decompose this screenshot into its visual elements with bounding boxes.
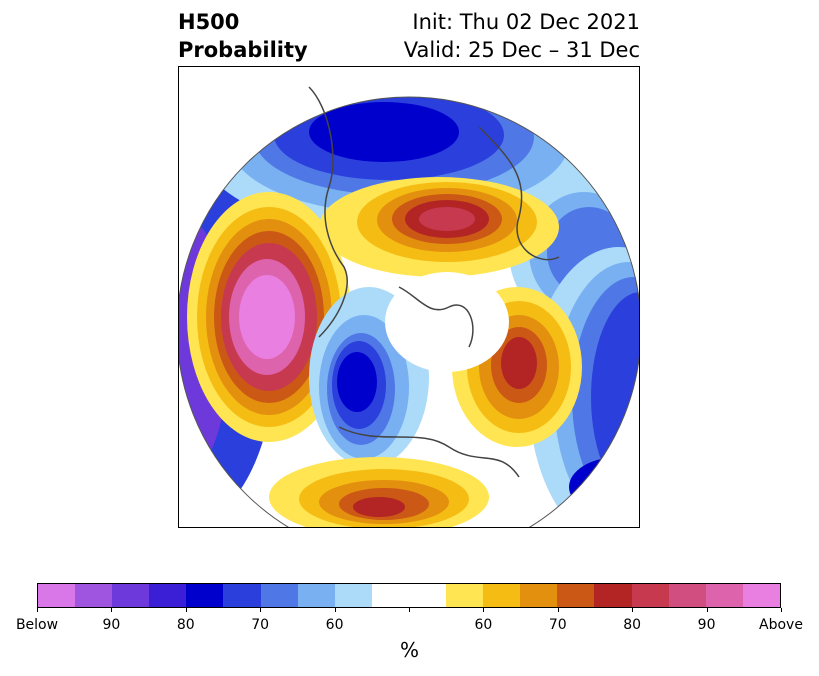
colorbar-swatch [371, 584, 409, 607]
colorbar-swatch [223, 584, 261, 607]
coastline-asia [478, 126, 560, 261]
valid-range-label: Valid: 25 Dec – 31 Dec [403, 38, 640, 62]
colorbar-swatch [446, 584, 484, 607]
colorbar-tick [781, 608, 782, 612]
colorbar-tick [185, 608, 187, 612]
alaska-deep-blue [337, 352, 377, 412]
colorbar-swatch [38, 584, 76, 607]
globe-outline [179, 96, 639, 527]
colorbar-swatch [75, 584, 113, 607]
coastlines [308, 86, 560, 478]
colorbar-tick-label: 80 [623, 617, 642, 633]
init-date-label: Init: Thu 02 Dec 2021 [412, 10, 640, 34]
colorbar-swatch [520, 584, 558, 607]
probability-map [178, 66, 640, 528]
colorbar-tick [483, 608, 485, 612]
colorbar-tick [334, 608, 336, 612]
coastline-arctic [398, 286, 474, 348]
colorbar-swatch [334, 584, 372, 607]
coastline-west [308, 86, 348, 338]
colorbar-swatch [408, 584, 447, 607]
colorbar-swatch [186, 584, 224, 607]
colorbar-swatch [631, 584, 669, 607]
colorbar-tick-label: 90 [102, 617, 121, 633]
colorbar-tick-label: 90 [697, 617, 716, 633]
colorbar [37, 583, 781, 608]
colorbar-tick-label: 60 [474, 617, 493, 633]
colorbar-tick [111, 608, 113, 612]
colorbar-tick [409, 608, 410, 612]
colorbar-swatch [260, 584, 298, 607]
colorbar-ticks: Below 90 80 70 60 60 70 80 90 Above [16, 608, 803, 638]
colorbar-tick-label: 70 [548, 617, 567, 633]
colorbar-tick-label: Below [15, 617, 59, 633]
pacific-magenta [239, 275, 295, 359]
arctic-neutral [385, 272, 509, 372]
map-title-right: Init: Thu 02 Dec 2021 Valid: 25 Dec – 31… [404, 8, 640, 64]
colorbar-tick [632, 608, 634, 612]
probability-field [179, 97, 639, 527]
colorbar-swatch [112, 584, 150, 607]
colorbar-swatch [705, 584, 743, 607]
colorbar-tick-label: 60 [325, 617, 344, 633]
colorbar-swatch [594, 584, 632, 607]
polar-map-svg [179, 86, 639, 527]
south-red [353, 497, 405, 517]
colorbar-swatch [483, 584, 521, 607]
north-deep-blue [309, 102, 459, 162]
coastline-north-america [338, 426, 520, 478]
colorbar-unit-label: % [399, 638, 419, 662]
map-title-left: H500 Probability [178, 8, 308, 64]
colorbar-tick [706, 608, 708, 612]
colorbar-tick [260, 608, 262, 612]
variable-label: H500 [178, 10, 240, 34]
colorbar-tick-label: 70 [251, 617, 270, 633]
colorbar-swatch [557, 584, 595, 607]
colorbar-swatch [149, 584, 187, 607]
colorbar-tick [557, 608, 559, 612]
greenland-red [501, 337, 537, 389]
colorbar-swatch [668, 584, 706, 607]
colorbar-tick-label: 80 [176, 617, 195, 633]
probability-label: Probability [178, 38, 308, 62]
siberia-crimson [419, 207, 475, 231]
colorbar-tick [37, 608, 38, 612]
colorbar-swatch [742, 584, 780, 607]
colorbar-tick-label: Above [759, 617, 803, 633]
colorbar-swatch [297, 584, 335, 607]
